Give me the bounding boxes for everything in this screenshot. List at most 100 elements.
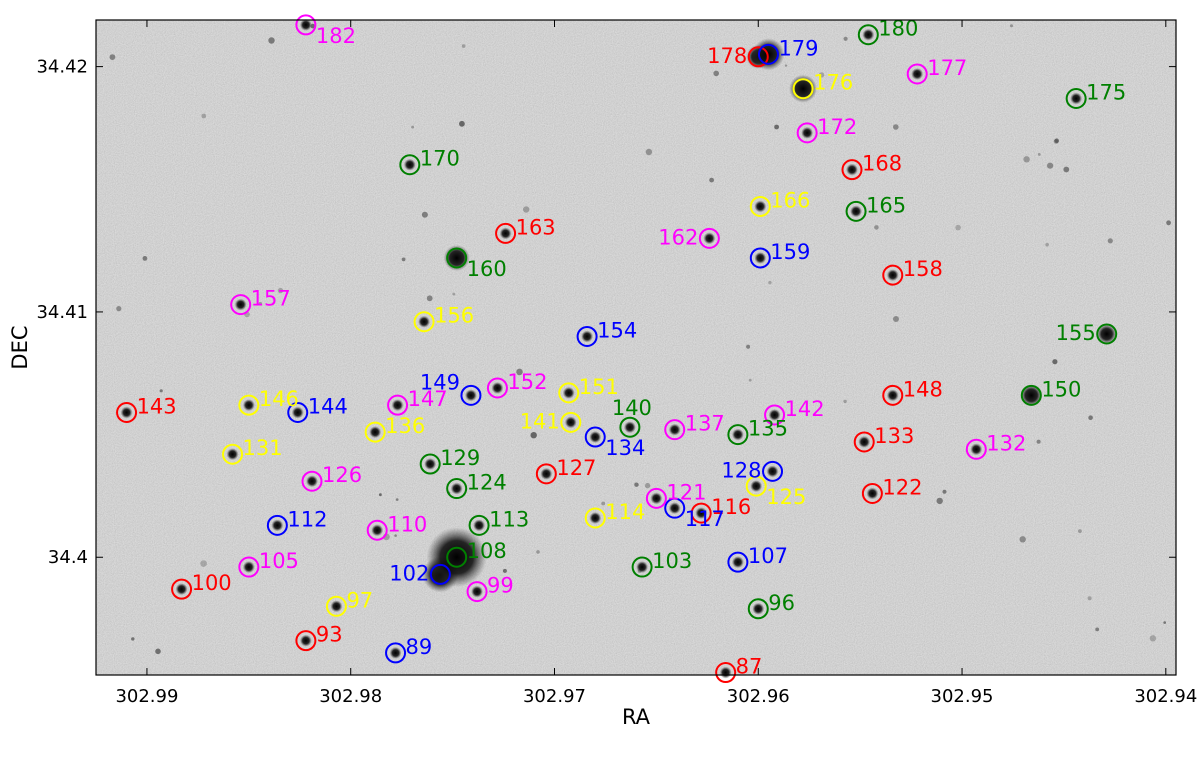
source-label-143: 143	[137, 395, 177, 419]
star-140-blob	[623, 421, 636, 434]
background-speckle	[1010, 24, 1013, 28]
background-speckle	[1107, 238, 1113, 244]
background-speckle	[258, 302, 263, 306]
source-label-146: 146	[259, 387, 299, 411]
y-axis: 34.4 34.41 34.42	[36, 57, 1176, 568]
source-marker-89	[385, 642, 407, 664]
source-label-136: 136	[385, 414, 425, 438]
background-speckle	[746, 344, 751, 349]
background-speckle	[1023, 156, 1030, 163]
background-speckle	[942, 489, 947, 494]
x-tick-label: 302.95	[931, 686, 994, 707]
star-157-blob	[234, 298, 247, 311]
background-speckle	[843, 36, 848, 41]
background-speckle	[1095, 627, 1100, 632]
source-label-100: 100	[192, 571, 232, 595]
star-155-blob	[1096, 324, 1117, 345]
source-label-99: 99	[487, 574, 514, 598]
star-110-blob	[371, 524, 384, 537]
background-speckle	[516, 368, 523, 376]
background-speckle	[1087, 596, 1092, 601]
source-marker-107	[727, 551, 749, 573]
background-speckle	[1054, 138, 1059, 143]
star-150-blob	[1020, 384, 1043, 407]
source-marker-135	[727, 424, 749, 446]
source-marker-127	[535, 463, 557, 485]
source-marker-157	[230, 294, 252, 316]
source-marker-105	[238, 556, 260, 578]
star-136-blob	[369, 426, 382, 439]
source-marker-159	[749, 247, 771, 269]
source-label-140: 140	[612, 396, 652, 420]
star-107-blob	[731, 556, 744, 569]
source-marker-182	[295, 14, 317, 36]
background-speckle	[748, 378, 752, 382]
source-marker-155	[1096, 323, 1118, 345]
background-speckle	[200, 560, 207, 567]
star-97-blob	[330, 600, 343, 613]
background-speckle	[530, 432, 537, 439]
source-label-103: 103	[652, 549, 692, 573]
background-speckle	[401, 257, 406, 262]
plot-frame	[95, 19, 1177, 676]
background-speckle	[421, 211, 428, 218]
background-speckle	[155, 648, 161, 655]
star-89-blob	[389, 646, 402, 659]
background-speckle	[452, 292, 456, 296]
source-label-102: 102	[389, 561, 429, 585]
background-speckle	[644, 482, 651, 489]
source-label-163: 163	[516, 215, 556, 239]
x-axis: 302.99 302.98 302.97 302.96 302.95 302.94	[115, 20, 1197, 707]
star-93-blob	[299, 634, 312, 647]
source-label-117: 117	[685, 507, 725, 531]
source-label-154: 154	[597, 318, 637, 342]
source-label-125: 125	[766, 485, 806, 509]
source-label-150: 150	[1041, 377, 1081, 401]
source-label-116: 116	[711, 495, 751, 519]
source-marker-140	[619, 416, 641, 438]
source-marker-180	[857, 24, 879, 46]
source-label-177: 177	[927, 56, 967, 80]
source-label-124: 124	[467, 471, 507, 495]
source-label-96: 96	[768, 591, 795, 615]
source-marker-179	[757, 43, 779, 65]
star-165-blob	[850, 205, 863, 218]
source-label-129: 129	[440, 446, 480, 470]
source-marker-162	[698, 227, 720, 249]
source-label-110: 110	[387, 512, 427, 536]
source-marker-166	[749, 195, 771, 217]
background-speckle	[459, 120, 465, 127]
source-marker-160	[446, 247, 468, 269]
x-axis-title: RA	[622, 705, 651, 729]
source-label-179: 179	[778, 36, 818, 60]
background-speckle	[1047, 162, 1054, 169]
source-label-147: 147	[408, 387, 448, 411]
background-speckle	[784, 64, 788, 67]
background-speckle	[394, 534, 397, 537]
background-speckle	[502, 568, 507, 573]
source-marker-100	[171, 578, 193, 600]
source-marker-128	[762, 460, 784, 482]
background-speckle	[955, 224, 961, 231]
source-label-97: 97	[346, 588, 373, 612]
source-label-157: 157	[251, 287, 291, 311]
source-marker-149	[460, 384, 482, 406]
background-speckle	[774, 124, 779, 130]
source-marker-156	[413, 311, 435, 333]
source-marker-103	[631, 556, 653, 578]
source-label-142: 142	[785, 397, 825, 421]
star-128-blob	[766, 465, 779, 478]
star-103-blob	[636, 561, 649, 574]
background-speckle	[893, 124, 899, 130]
source-marker-148	[882, 384, 904, 406]
star-168-blob	[846, 163, 858, 176]
background-speckle	[1088, 415, 1093, 421]
star-149-blob	[464, 389, 477, 402]
source-label-180: 180	[878, 17, 918, 41]
star-172-blob	[801, 126, 814, 139]
star-112-blob	[271, 519, 284, 532]
source-marker-131	[222, 443, 244, 465]
source-label-141: 141	[520, 409, 560, 433]
